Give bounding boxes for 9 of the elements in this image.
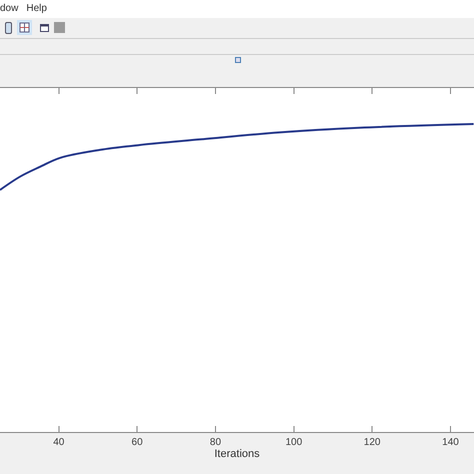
x-tick-label: 120 <box>364 437 381 448</box>
text: Help <box>26 3 47 14</box>
x-axis-title: Iterations <box>214 448 260 460</box>
x-tick-label: 40 <box>53 437 65 448</box>
x-tick-label: 100 <box>285 437 303 448</box>
x-tick-label: 140 <box>442 437 460 448</box>
text: dow <box>0 3 18 14</box>
x-tick-label: 60 <box>132 437 144 448</box>
x-tick-label: 80 <box>210 437 222 448</box>
